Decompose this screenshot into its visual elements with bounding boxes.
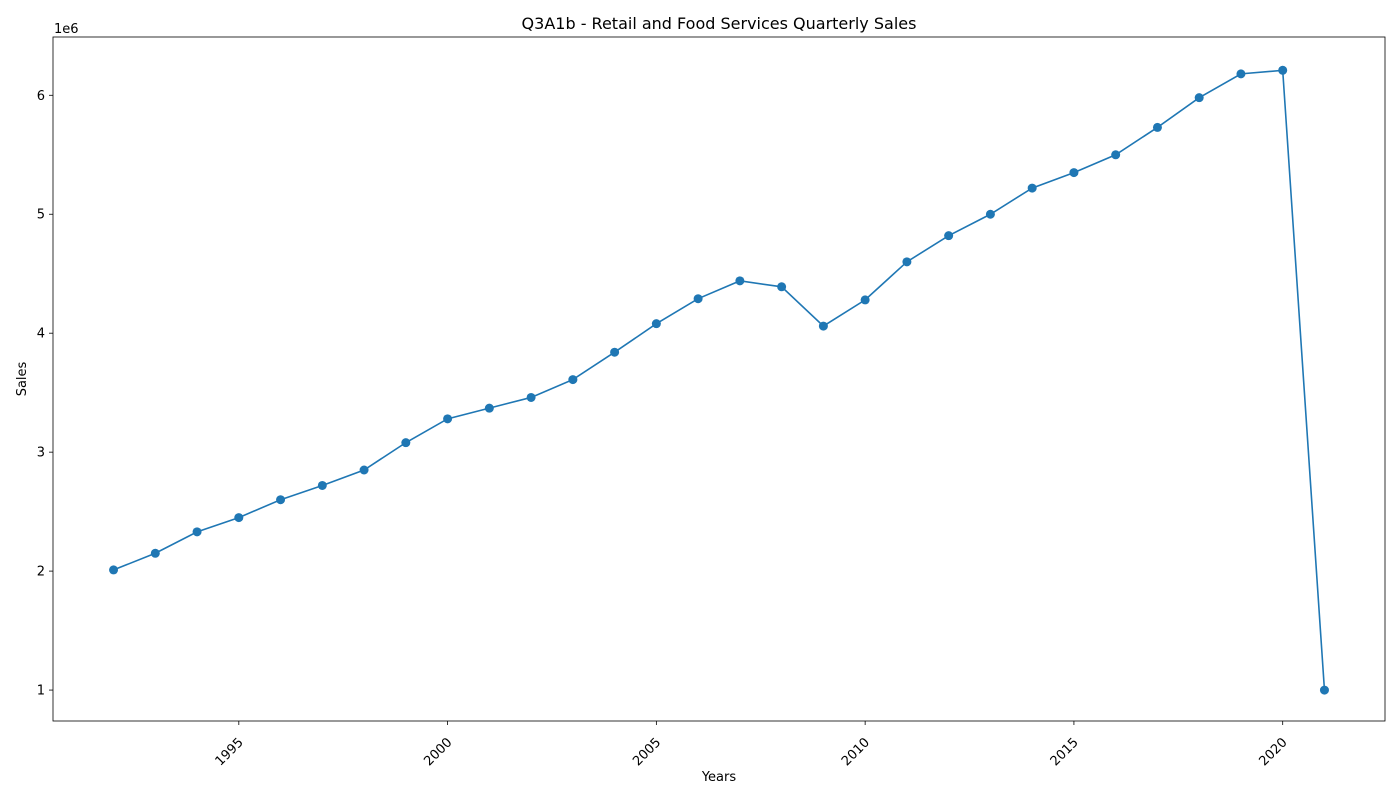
data-point <box>1278 65 1288 75</box>
data-point <box>150 548 160 558</box>
y-tick-label: 2 <box>37 565 45 580</box>
x-tick-label: 2000 <box>421 735 455 769</box>
data-point <box>401 438 411 448</box>
x-tick-label: 1995 <box>213 735 247 769</box>
y-tick-label: 5 <box>37 208 45 223</box>
data-point <box>192 527 202 537</box>
data-point <box>610 347 620 357</box>
data-point <box>777 282 787 292</box>
data-point <box>1027 183 1037 193</box>
data-point <box>276 495 286 505</box>
data-point <box>568 375 578 385</box>
y-tick-label: 6 <box>37 89 45 104</box>
x-tick-label: 2015 <box>1048 735 1082 769</box>
data-point <box>234 513 244 523</box>
data-point <box>1236 69 1246 79</box>
x-tick-label: 2020 <box>1257 735 1291 769</box>
data-point <box>317 480 327 490</box>
x-tick-label: 2005 <box>630 735 664 769</box>
y-tick-label: 4 <box>37 327 45 342</box>
data-point <box>860 295 870 305</box>
y-offset-label: 1e6 <box>54 22 79 37</box>
plot-area: 1995 2000 2005 2010 2015 2020 1 2 3 4 5 6 <box>37 36 1386 769</box>
data-point <box>902 257 912 267</box>
data-point <box>1152 122 1162 132</box>
x-tick-label: 2010 <box>839 735 873 769</box>
data-point <box>651 319 661 329</box>
series-line <box>113 69 1326 691</box>
data-point <box>944 231 954 241</box>
data-point <box>1319 685 1329 695</box>
y-axis-label: Sales <box>15 361 30 396</box>
data-point <box>443 414 453 424</box>
data-point <box>484 403 494 413</box>
x-axis-label: Years <box>701 770 737 785</box>
data-point <box>109 565 119 575</box>
data-point <box>693 294 703 304</box>
y-tick-label: 1 <box>37 684 45 699</box>
data-point <box>735 276 745 286</box>
data-point <box>359 465 369 475</box>
y-tick-label: 3 <box>37 446 45 461</box>
chart-title: Q3A1b - Retail and Food Services Quarter… <box>522 14 917 33</box>
data-point <box>1194 93 1204 103</box>
data-point <box>526 392 536 402</box>
axes-frame <box>52 36 1386 722</box>
data-point <box>818 321 828 331</box>
data-point <box>1069 168 1079 178</box>
data-point <box>985 209 995 219</box>
data-point <box>1111 150 1121 160</box>
